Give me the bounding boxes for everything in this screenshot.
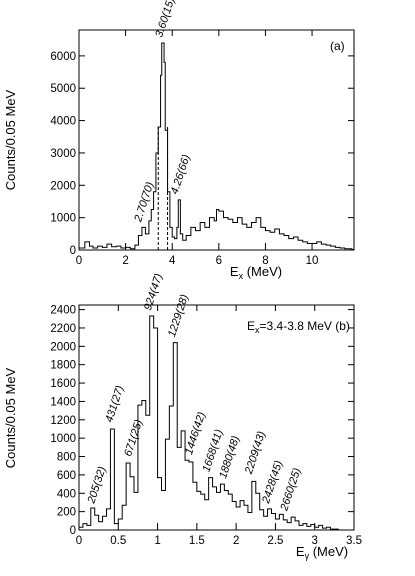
panel-b-histogram <box>78 315 354 531</box>
x-tick-label: 2 <box>233 535 239 547</box>
panel-a-ylabel: Counts/0.05 MeV <box>3 89 18 190</box>
y-tick-label: 4000 <box>50 116 76 128</box>
peak-label: 2.70(70) <box>132 180 156 224</box>
panel-a-histogram <box>78 42 354 250</box>
panel-a-peak-labels: 3.60(15) 4.26(66) 2.70(70) <box>132 0 193 224</box>
panel-b-frame <box>78 304 355 531</box>
y-tick-label: 3000 <box>50 148 76 160</box>
panel-b-x-ticks: 0 0.5 1 1.5 2 2.5 3 3.5 <box>76 305 362 547</box>
peak-label: 671(25) <box>122 418 145 458</box>
y-tick-label: 1000 <box>50 213 76 225</box>
y-tick-label: 0 <box>70 525 76 537</box>
panel-a-x-ticks: 0 2 4 6 8 10 <box>76 30 319 267</box>
panel-a-xlabel: Ex (MeV) <box>230 264 282 281</box>
peak-label: 2660(25) <box>278 466 303 513</box>
y-tick-label: 600 <box>57 470 76 482</box>
y-tick-label: 6000 <box>50 51 76 63</box>
panel-b-xlabel: Eγ (MeV) <box>296 544 348 561</box>
x-tick-label: 3 <box>312 535 318 547</box>
x-tick-label: 10 <box>306 255 319 267</box>
y-tick-label: 2400 <box>50 305 76 317</box>
panel-a-tag: (a) <box>330 39 345 53</box>
x-tick-label: 0.5 <box>110 535 126 547</box>
x-tick-label: 1 <box>154 535 160 547</box>
panel-b-ylabel: Counts/0.05 MeV <box>3 367 18 468</box>
y-tick-label: 2000 <box>50 180 76 192</box>
y-tick-label: 0 <box>70 245 76 257</box>
peak-label: 924(47) <box>142 272 165 312</box>
y-tick-label: 1600 <box>50 378 76 390</box>
y-tick-label: 2200 <box>50 323 76 335</box>
peak-label: 2209(43) <box>243 430 268 477</box>
y-tick-label: 2000 <box>50 341 76 353</box>
panel-b: Ex=3.4-3.8 MeV (b) 020040060080010001200… <box>3 272 362 561</box>
peak-label: 205(32) <box>85 465 109 506</box>
panel-a-gate-lines <box>157 127 169 250</box>
x-tick-label: 2.5 <box>267 535 283 547</box>
peak-label: 431(27) <box>103 384 126 424</box>
x-tick-label: 6 <box>216 255 222 267</box>
x-tick-label: 2 <box>122 255 128 267</box>
x-tick-label: 0 <box>76 535 82 547</box>
peak-label: 3.60(15) <box>153 0 177 39</box>
y-tick-label: 200 <box>57 507 76 519</box>
y-tick-label: 5000 <box>50 83 76 95</box>
y-tick-label: 1800 <box>50 360 76 372</box>
x-tick-label: 8 <box>262 255 268 267</box>
y-tick-label: 1000 <box>50 433 76 445</box>
panel-b-y-ticks: 0 200 400 600 800 1000 1200 1400 1600 1800 2000 220… <box>50 305 354 537</box>
panel-a-y-ticks: 0 1000 2000 3000 4000 5000 6000 <box>50 51 354 257</box>
y-tick-label: 1200 <box>50 415 76 427</box>
y-tick-label: 400 <box>57 488 76 500</box>
x-tick-label: 4 <box>169 255 176 267</box>
panel-a-frame <box>78 29 355 251</box>
peak-label: 1229(28) <box>166 293 191 339</box>
panel-b-annotation: Ex=3.4-3.8 MeV (b) <box>247 319 350 335</box>
y-tick-label: 800 <box>57 452 76 464</box>
panel-a: (a) 0 1000 2000 3000 4000 5000 6000 0 2 4 6 8 10 3.… <box>3 0 355 281</box>
peak-label: 4.26(66) <box>169 153 193 196</box>
x-tick-label: 1.5 <box>189 535 205 547</box>
y-tick-label: 1400 <box>50 396 76 408</box>
x-tick-label: 0 <box>76 255 82 267</box>
peak-label: 1446(42) <box>183 410 208 456</box>
x-tick-label: 3.5 <box>346 535 362 547</box>
